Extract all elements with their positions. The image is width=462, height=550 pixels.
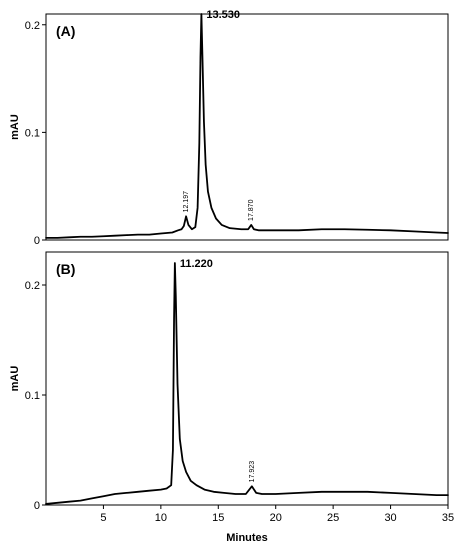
peak-label: 13.530 <box>206 9 240 21</box>
x-tick-label: 10 <box>155 512 167 524</box>
y-tick-label: 0 <box>34 500 40 512</box>
panel-b: 0 0.1 0.2 5 10 15 20 25 30 35 mAU Minutes (B) 11.220 1… <box>9 251 454 544</box>
x-tick-label: 15 <box>212 512 224 524</box>
chromatogram-trace <box>45 262 449 505</box>
panel-label: (A) <box>56 23 75 39</box>
y-axis-title: mAU <box>9 114 21 140</box>
x-tick-label: 20 <box>270 512 282 524</box>
y-tick-label: 0.2 <box>25 280 40 292</box>
panel-label: (B) <box>56 261 75 277</box>
x-axis-title: Minutes <box>226 532 268 544</box>
peak-label: 17.870 <box>248 199 255 221</box>
plot-frame <box>45 251 449 506</box>
panel-a: 0 0.1 0.2 mAU (A) 12.197 13.530 17.870 <box>9 9 449 247</box>
y-axis-title: mAU <box>9 366 21 392</box>
y-tick-label: 0.1 <box>25 390 40 402</box>
peak-label: 11.220 <box>180 258 213 270</box>
plot-frame <box>45 13 449 241</box>
y-tick-label: 0 <box>34 235 40 247</box>
peak-label: 12.197 <box>183 191 190 213</box>
x-tick-label: 30 <box>384 512 396 524</box>
chromatogram-trace <box>45 13 449 239</box>
peak-label: 17.923 <box>249 461 256 483</box>
y-tick-label: 0.1 <box>25 127 40 139</box>
x-tick-label: 5 <box>100 512 106 524</box>
x-tick-label: 35 <box>442 512 454 524</box>
x-tick-label: 25 <box>327 512 339 524</box>
y-tick-label: 0.2 <box>25 20 40 32</box>
